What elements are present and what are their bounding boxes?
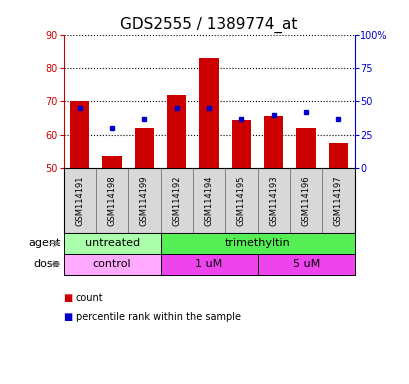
Text: count: count: [76, 293, 103, 303]
Text: trimethyltin: trimethyltin: [224, 238, 290, 248]
Text: control: control: [92, 259, 131, 269]
Text: GSM114196: GSM114196: [301, 175, 310, 226]
Bar: [160, 254, 257, 275]
Text: dose: dose: [34, 259, 60, 269]
Text: agent: agent: [28, 238, 60, 248]
Text: ■: ■: [63, 293, 73, 303]
Bar: [102, 156, 121, 168]
Text: GSM114198: GSM114198: [107, 175, 116, 226]
Bar: [231, 119, 251, 168]
Text: 1 uM: 1 uM: [195, 259, 222, 269]
Bar: [199, 58, 218, 168]
Text: GSM114193: GSM114193: [269, 175, 278, 226]
Text: GSM114197: GSM114197: [333, 175, 342, 226]
Text: GSM114195: GSM114195: [236, 175, 245, 226]
Text: untreated: untreated: [84, 238, 139, 248]
Bar: [166, 94, 186, 168]
Text: ■: ■: [63, 312, 73, 322]
Bar: [63, 254, 160, 275]
Bar: [135, 128, 154, 168]
Bar: [63, 233, 160, 254]
Title: GDS2555 / 1389774_at: GDS2555 / 1389774_at: [120, 17, 297, 33]
Bar: [257, 254, 354, 275]
Bar: [296, 128, 315, 168]
Text: GSM114194: GSM114194: [204, 175, 213, 226]
Bar: [160, 233, 354, 254]
Text: GSM114191: GSM114191: [75, 175, 84, 226]
Bar: [263, 116, 283, 168]
Text: 5 uM: 5 uM: [292, 259, 319, 269]
Text: GSM114199: GSM114199: [139, 175, 148, 226]
Bar: [328, 143, 347, 168]
Text: percentile rank within the sample: percentile rank within the sample: [76, 312, 240, 322]
Bar: [70, 101, 89, 168]
Text: GSM114192: GSM114192: [172, 175, 181, 226]
